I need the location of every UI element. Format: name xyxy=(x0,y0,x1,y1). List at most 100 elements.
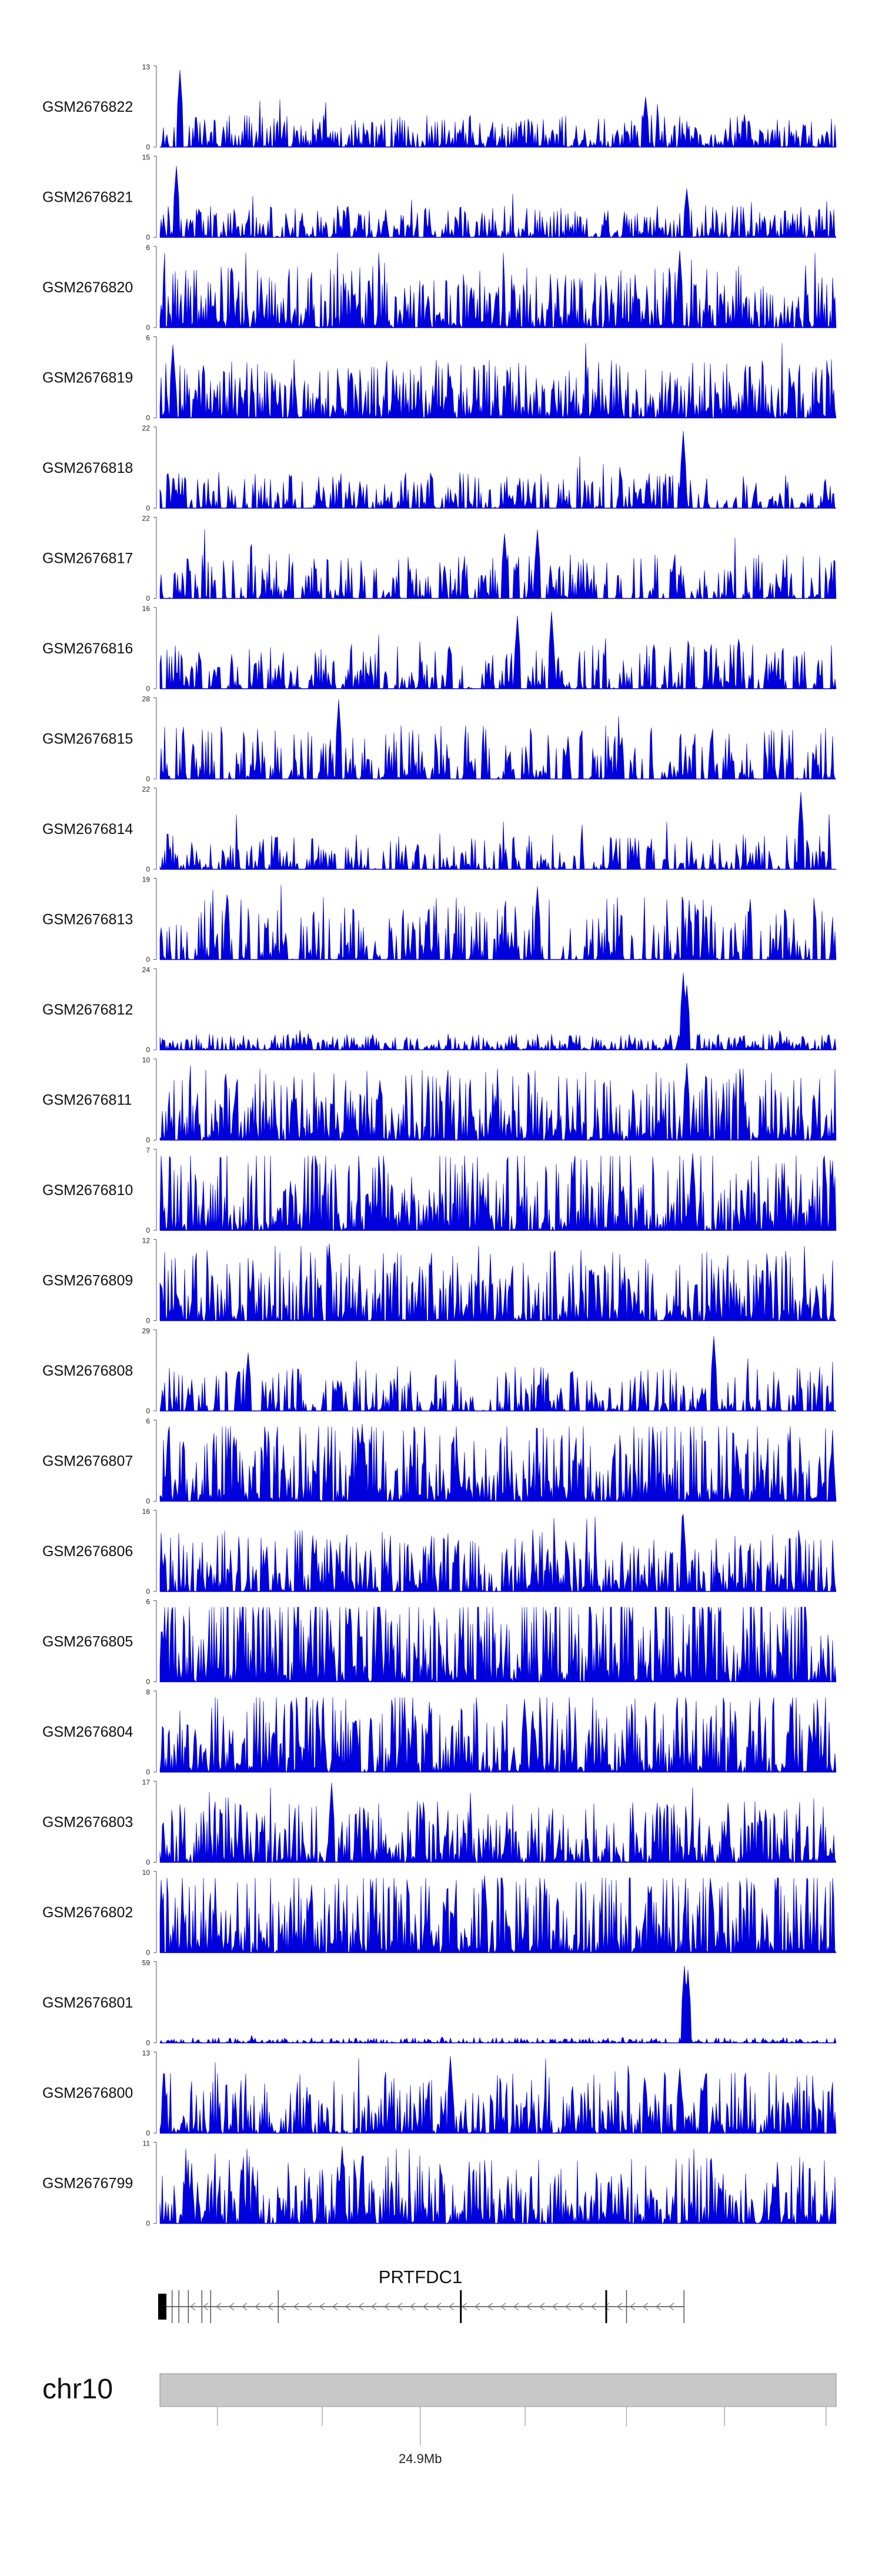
y-min-label: 0 xyxy=(146,1226,150,1234)
strand-arrow xyxy=(293,2303,299,2311)
y-min-label: 0 xyxy=(146,2129,150,2137)
track-GSM2676812: GSM2676812 24 0 xyxy=(42,966,837,1054)
strand-arrow xyxy=(306,2303,312,2311)
strand-arrow xyxy=(487,2303,493,2311)
strand-arrow xyxy=(617,2303,623,2311)
track-label: GSM2676805 xyxy=(42,1634,133,1650)
track-label: GSM2676800 xyxy=(42,2085,133,2101)
track-GSM2676806: GSM2676806 16 0 xyxy=(42,1507,837,1596)
track-label: GSM2676821 xyxy=(42,189,133,206)
y-min-label: 0 xyxy=(146,1407,150,1415)
y-max-label: 59 xyxy=(142,1959,151,1967)
strand-arrow xyxy=(500,2303,506,2311)
coverage-area xyxy=(159,1697,837,1773)
track-GSM2676810: GSM2676810 7 0 xyxy=(42,1146,837,1234)
track-GSM2676816: GSM2676816 16 0 xyxy=(42,605,837,693)
coverage-area xyxy=(159,431,836,509)
track-label: GSM2676807 xyxy=(42,1453,133,1470)
y-min-label: 0 xyxy=(146,595,150,603)
strand-arrow xyxy=(578,2303,584,2311)
coverage-area xyxy=(159,2146,837,2224)
y-max-label: 16 xyxy=(142,605,151,613)
track-label: GSM2676817 xyxy=(42,550,133,567)
coverage-area xyxy=(159,529,837,599)
y-min-label: 0 xyxy=(146,1136,150,1144)
track-label: GSM2676801 xyxy=(42,1995,133,2011)
axis-coordinate-label: 24.9Mb xyxy=(399,2451,442,2466)
strand-arrow xyxy=(397,2303,403,2311)
strand-arrow xyxy=(345,2303,351,2311)
track-label: GSM2676804 xyxy=(42,1724,133,1740)
track-GSM2676800: GSM2676800 13 0 xyxy=(42,2049,837,2137)
strand-arrow xyxy=(203,2303,209,2311)
y-min-label: 0 xyxy=(146,956,150,964)
y-min-label: 0 xyxy=(146,414,150,422)
y-max-label: 16 xyxy=(142,1507,151,1516)
y-max-label: 8 xyxy=(146,1688,150,1696)
strand-arrow xyxy=(216,2303,222,2311)
y-min-label: 0 xyxy=(146,1497,150,1506)
coverage-area xyxy=(159,1336,836,1412)
y-max-label: 13 xyxy=(142,63,151,71)
coverage-area xyxy=(159,611,837,689)
track-GSM2676811: GSM2676811 10 0 xyxy=(42,1056,837,1144)
y-min-label: 0 xyxy=(146,2220,150,2228)
track-GSM2676813: GSM2676813 19 0 xyxy=(42,876,837,964)
y-min-label: 0 xyxy=(146,865,150,873)
track-label: GSM2676818 xyxy=(42,460,133,476)
chromosome-ideogram: chr10 24.9Mb xyxy=(42,2373,837,2466)
coverage-area xyxy=(159,1783,837,1863)
strand-arrow xyxy=(475,2303,480,2311)
track-GSM2676804: GSM2676804 8 0 xyxy=(42,1688,837,1776)
track-GSM2676815: GSM2676815 28 0 xyxy=(42,695,837,783)
strand-arrow xyxy=(449,2303,455,2311)
y-min-label: 0 xyxy=(146,1046,150,1054)
y-min-label: 0 xyxy=(146,143,150,151)
y-min-label: 0 xyxy=(146,323,150,332)
y-min-label: 0 xyxy=(146,233,150,242)
track-label: GSM2676810 xyxy=(42,1182,133,1199)
track-GSM2676818: GSM2676818 22 0 xyxy=(42,424,836,512)
strand-arrow xyxy=(513,2303,519,2311)
track-label: GSM2676815 xyxy=(42,731,133,748)
coverage-area xyxy=(159,1243,837,1322)
y-min-label: 0 xyxy=(146,1678,150,1686)
y-min-label: 0 xyxy=(146,1858,150,1867)
track-GSM2676817: GSM2676817 22 0 xyxy=(42,515,837,603)
y-min-label: 0 xyxy=(146,1317,150,1325)
strand-arrow xyxy=(332,2303,338,2311)
y-min-label: 0 xyxy=(146,1587,150,1596)
track-label: GSM2676809 xyxy=(42,1273,133,1289)
coverage-tracks: GSM2676822130GSM2676821150GSM267682060GS… xyxy=(42,63,837,2228)
coverage-area xyxy=(159,792,836,870)
track-label: GSM2676820 xyxy=(42,279,133,296)
coverage-area xyxy=(159,972,837,1051)
strand-arrow xyxy=(242,2303,248,2311)
strand-arrow xyxy=(319,2303,325,2311)
y-max-label: 24 xyxy=(142,966,151,974)
y-min-label: 0 xyxy=(146,1948,150,1957)
y-max-label: 22 xyxy=(142,785,151,793)
strand-arrow xyxy=(229,2303,235,2311)
chromosome-name: chr10 xyxy=(42,2374,113,2405)
coverage-area xyxy=(159,1607,837,1683)
coverage-area xyxy=(159,1153,837,1232)
strand-arrow xyxy=(565,2303,571,2311)
y-max-label: 29 xyxy=(142,1327,151,1335)
coverage-area xyxy=(159,166,837,238)
strand-arrow xyxy=(436,2303,442,2311)
y-max-label: 11 xyxy=(143,2140,151,2148)
coverage-area xyxy=(159,1063,837,1141)
coverage-area xyxy=(159,1875,837,1953)
track-GSM2676802: GSM2676802 10 0 xyxy=(42,1868,837,1957)
gene-track: PRTFDC1 xyxy=(158,2267,684,2323)
y-max-label: 10 xyxy=(142,1868,151,1877)
y-max-label: 6 xyxy=(146,334,150,342)
track-label: GSM2676816 xyxy=(42,640,133,657)
track-label: GSM2676822 xyxy=(42,99,133,115)
strand-arrow xyxy=(552,2303,558,2311)
coverage-area xyxy=(159,343,837,419)
track-label: GSM2676803 xyxy=(42,1814,133,1831)
track-GSM2676807: GSM2676807 6 0 xyxy=(42,1417,837,1506)
coverage-area xyxy=(159,2056,837,2134)
